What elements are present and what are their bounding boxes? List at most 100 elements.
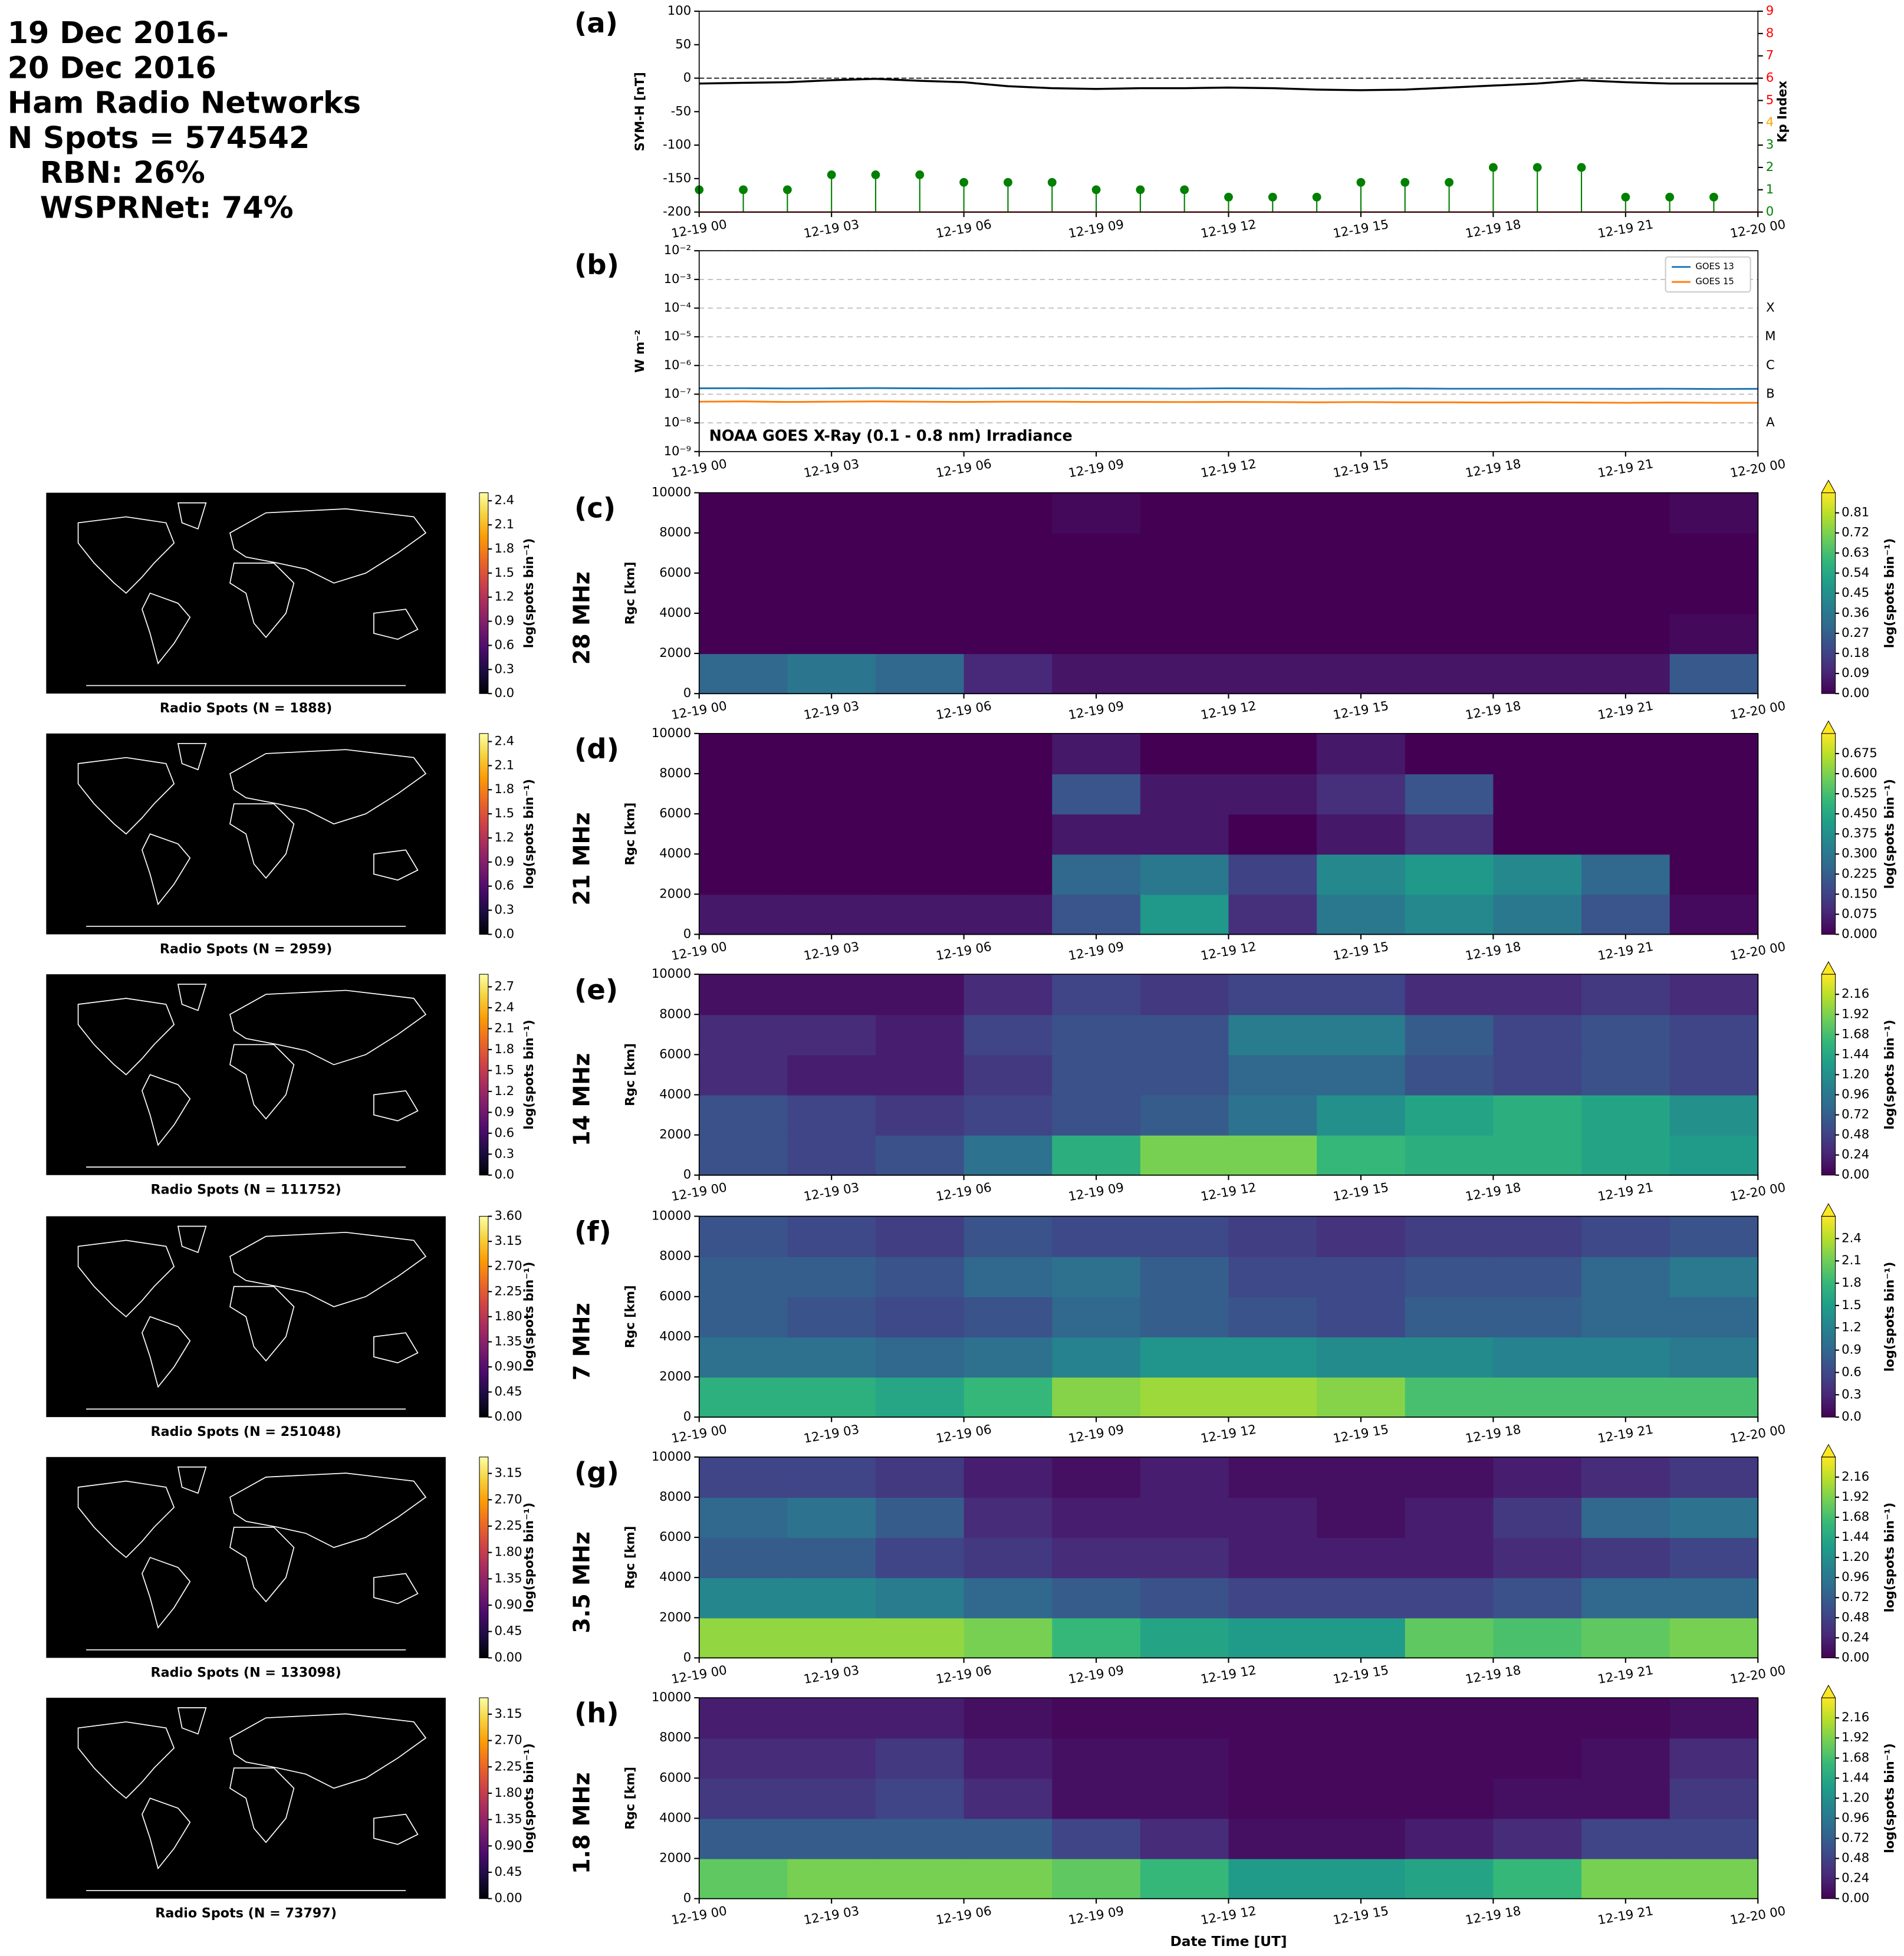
colorbar-tick-label: 0.36 — [1841, 605, 1869, 620]
heatmap-cell — [1581, 492, 1670, 534]
y-tick-label: 10000 — [652, 725, 691, 740]
coastline — [177, 984, 207, 1011]
y-tick-label: 1 — [1766, 182, 1774, 196]
colorbar-tick-label: 0.00 — [1841, 1649, 1869, 1664]
heatmap-cell — [787, 1054, 877, 1096]
heatmap-cell — [699, 1457, 788, 1498]
colorbar-tick-label: 1.5 — [494, 1062, 514, 1077]
colorbar-tick-label: 0.45 — [494, 1384, 522, 1399]
heatmap-cell — [1140, 1336, 1229, 1378]
x-tick-label: 12-19 06 — [935, 1903, 992, 1927]
y-tick-label: 2000 — [659, 1127, 691, 1142]
header-line: 20 Dec 2016 — [8, 50, 216, 85]
heatmap-cell — [1493, 773, 1583, 815]
heatmap-cell — [1228, 1698, 1318, 1739]
heatmap-cell — [1140, 854, 1229, 895]
kp-marker — [1091, 185, 1101, 195]
kp-marker — [1533, 163, 1542, 172]
colorbar-tick-label: 0.075 — [1841, 906, 1877, 921]
y-tick-label: 10000 — [652, 1689, 691, 1704]
y-tick-label: 10⁻⁹ — [664, 443, 692, 458]
coastline — [142, 833, 191, 906]
heatmap-cell — [1140, 894, 1229, 935]
heatmap-cell — [787, 1577, 877, 1619]
heatmap-cell — [963, 1698, 1053, 1739]
x-tick-label: 12-19 15 — [1332, 1179, 1390, 1204]
colorbar-tick-label: 1.2 — [494, 1083, 514, 1098]
heatmap-cell — [875, 1497, 965, 1538]
map-title: Radio Spots (N = 1888) — [160, 701, 332, 716]
heatmap-cell — [1228, 1497, 1318, 1538]
heatmap-cell — [963, 1537, 1053, 1579]
heatmap-cell — [1405, 1698, 1494, 1739]
y-tick-label: 2000 — [659, 886, 691, 900]
colorbar — [479, 1697, 489, 1899]
heatmap-cell — [1052, 573, 1141, 614]
heatmap-cell — [1405, 1738, 1494, 1779]
coastline — [229, 1044, 295, 1120]
colorbar-tick-label: 3.60 — [494, 1208, 522, 1223]
x-tick-label: 12-19 06 — [935, 939, 992, 963]
heatmap-cell — [1140, 1054, 1229, 1096]
colorbar-tick-label: 0.6 — [494, 637, 514, 652]
heatmap-cell — [1581, 1336, 1670, 1378]
colorbar-tick-label: 0.63 — [1841, 545, 1869, 560]
heatmap-cell — [1140, 1497, 1229, 1538]
x-tick-label: 12-19 12 — [1199, 456, 1257, 480]
heatmap-cell — [787, 1094, 877, 1136]
heatmap-cell — [1140, 814, 1229, 855]
heatmap-cell — [963, 854, 1053, 895]
colorbar-label: log(spots bin⁻¹) — [521, 1743, 536, 1853]
heatmap-cell — [1228, 1054, 1318, 1096]
heatmap-cell — [1405, 773, 1494, 815]
coastline — [142, 1797, 191, 1870]
y-tick-label: 0 — [683, 685, 691, 700]
colorbar-tick-label: 0.90 — [494, 1359, 522, 1373]
y-axis-label: Rgc [km] — [622, 1526, 637, 1589]
heatmap-cell — [1669, 532, 1759, 574]
colorbar-tick-label: 0.3 — [1841, 1386, 1862, 1401]
heatmap-cell — [963, 814, 1053, 855]
heatmap-cell — [875, 613, 965, 655]
heatmap-cell — [1405, 1336, 1494, 1378]
colorbar-tick-label: 0.6 — [494, 1125, 514, 1140]
colorbar — [479, 1216, 489, 1418]
x-tick-label: 12-19 06 — [935, 1662, 992, 1687]
heatmap-cell — [787, 1497, 877, 1538]
coastline — [77, 1721, 175, 1799]
heatmap-cell — [1669, 854, 1759, 895]
heatmap-cell — [963, 773, 1053, 815]
heatmap-cell — [1317, 1377, 1406, 1418]
coastline — [142, 1557, 191, 1629]
heatmap-cell — [1317, 894, 1406, 935]
heatmap-cell — [875, 1457, 965, 1498]
heatmap-cell — [1669, 1256, 1759, 1297]
y-tick-label: 10000 — [652, 966, 691, 981]
kp-marker — [1665, 192, 1675, 202]
heatmap-cell — [699, 1537, 788, 1579]
heatmap-cell — [1228, 1738, 1318, 1779]
heatmap-cell — [699, 1497, 788, 1538]
sym-h-line — [699, 78, 1758, 91]
heatmap-cell — [1669, 492, 1759, 534]
colorbar — [1821, 1457, 1836, 1658]
heatmap-cell — [963, 653, 1053, 695]
colorbar-tick-label: 1.2 — [1841, 1320, 1862, 1334]
panel-label: (h) — [574, 1697, 619, 1729]
heatmap-cell — [1581, 733, 1670, 775]
legend-box — [1665, 256, 1751, 293]
colorbar-tick-label: 0.300 — [1841, 846, 1877, 860]
heatmap-cell — [787, 613, 877, 655]
colorbar-tick-label: 1.8 — [494, 1041, 514, 1056]
coastline — [373, 849, 419, 881]
y-tick-label: 10⁻⁷ — [664, 386, 692, 400]
x-tick-label: 12-20 00 — [1729, 698, 1787, 722]
kp-marker — [1445, 177, 1454, 187]
heatmap-cell — [1405, 1457, 1494, 1498]
colorbar-tick-label: 1.5 — [494, 565, 514, 580]
panel-label: (e) — [574, 974, 618, 1005]
heatmap-cell — [963, 1858, 1053, 1899]
colorbar-tick-label: 2.70 — [494, 1733, 522, 1747]
y-tick-label: 10⁻³ — [664, 271, 692, 286]
colorbar-tick-label: 2.7 — [494, 978, 514, 993]
